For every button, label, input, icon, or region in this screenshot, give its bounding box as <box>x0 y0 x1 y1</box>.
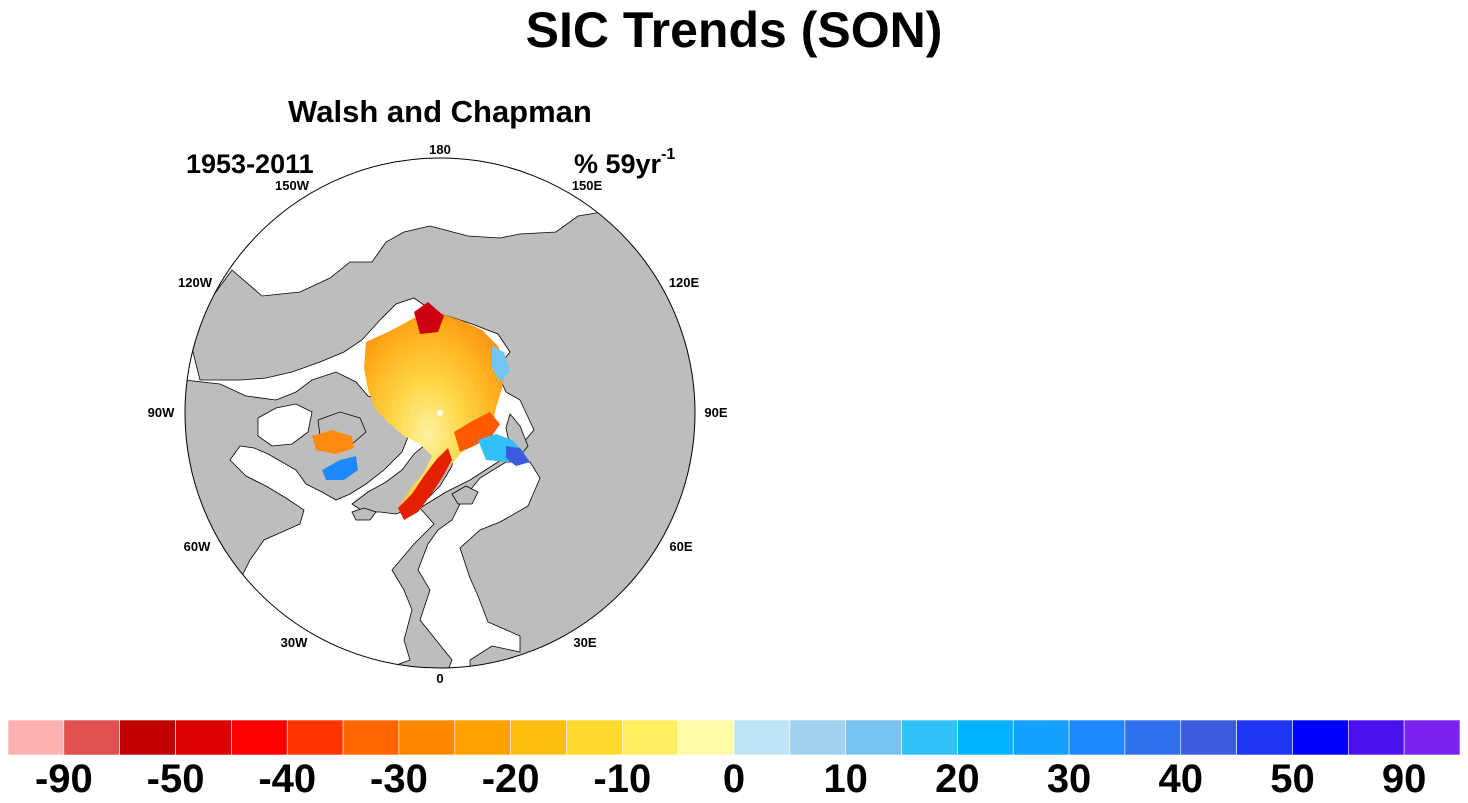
colorbar-swatch <box>1348 719 1405 756</box>
colorbar-tick-label: 40 <box>1158 757 1204 801</box>
colorbar-swatch <box>7 719 65 756</box>
colorbar-swatch <box>733 719 791 756</box>
colorbar-tick-label: 30 <box>1046 757 1092 801</box>
colorbar-swatch <box>677 719 735 756</box>
longitude-label: 90E <box>704 405 728 420</box>
longitude-label: 150E <box>571 178 603 193</box>
colorbar-swatch <box>1012 719 1070 756</box>
ice-loss-strip-east-greenland <box>398 448 452 520</box>
colorbar-swatch <box>566 719 623 756</box>
ice-loss-chukchi <box>414 302 444 334</box>
longitude-label: 0 <box>436 671 444 686</box>
colorbar-tick-label: -90 <box>34 757 93 801</box>
longitude-label: 180 <box>429 142 451 157</box>
main-title: SIC Trends (SON) <box>525 2 943 58</box>
colorbar-swatch <box>622 719 679 756</box>
north-pole-marker <box>437 410 443 416</box>
longitude-label: 120E <box>668 275 700 290</box>
colorbar-swatch <box>789 719 846 756</box>
ice-gain-laptev <box>492 346 510 382</box>
units-text: % 59yr <box>574 149 662 179</box>
units-superscript: -1 <box>661 146 676 163</box>
colorbar-swatch <box>231 719 288 756</box>
longitude-label: 30E <box>573 635 597 650</box>
colorbar-swatch <box>845 719 902 756</box>
longitude-label: 120W <box>178 275 212 290</box>
colorbar-swatch <box>342 719 400 756</box>
colorbar-tick-label: -50 <box>146 757 205 801</box>
colorbar-swatch <box>1068 719 1126 756</box>
colorbar-swatch <box>454 719 511 756</box>
colorbar-tick-label: 10 <box>823 757 868 801</box>
colorbar-tick-label: -10 <box>593 757 652 801</box>
colorbar-swatch <box>1180 719 1237 756</box>
land-svalbard <box>451 485 479 505</box>
colorbar-tick-label: 0 <box>722 757 746 801</box>
colorbar-swatch <box>63 719 120 756</box>
colorbar-tick-label: -40 <box>258 757 317 801</box>
map-boundary <box>184 157 696 669</box>
longitude-label: 90W <box>147 405 175 420</box>
ice-gain-blue-patch <box>506 446 530 466</box>
panel-title: Walsh and Chapman <box>288 94 592 129</box>
colorbar-tick-label: -20 <box>481 757 540 801</box>
colorbar-swatch <box>510 719 567 756</box>
colorbar-tick-label: 50 <box>1270 757 1315 801</box>
colorbar-swatch <box>901 719 958 756</box>
colorbar-swatch <box>1124 719 1182 756</box>
colorbar-tick-label: 90 <box>1381 757 1427 801</box>
colorbar-swatch <box>1292 719 1349 756</box>
sea-ice-trend-field <box>364 312 506 516</box>
colorbar-swatch <box>398 719 456 756</box>
longitude-label: 60E <box>669 539 693 554</box>
units-label: % 59yr-1 <box>574 142 675 181</box>
longitude-label: 150W <box>275 178 309 193</box>
longitude-label: 60W <box>183 539 211 554</box>
ice-gain-baffin <box>312 430 354 454</box>
colorbar <box>7 719 1461 756</box>
hudson-bay <box>257 403 313 447</box>
ice-loss-barents <box>454 412 500 452</box>
colorbar-swatch <box>286 719 344 756</box>
colorbar-swatch <box>119 719 176 756</box>
ice-gain-labrador <box>322 456 358 480</box>
colorbar-swatch <box>1403 719 1461 756</box>
period-label: 1953-2011 <box>186 149 314 179</box>
longitude-label: 30W <box>280 635 308 650</box>
colorbar-tick-label: 20 <box>935 757 980 801</box>
colorbar-swatch <box>175 719 232 756</box>
colorbar-swatch <box>957 719 1014 756</box>
colorbar-tick-label: -30 <box>370 757 428 801</box>
colorbar-swatch <box>1236 719 1293 756</box>
land-iceland <box>351 507 377 521</box>
